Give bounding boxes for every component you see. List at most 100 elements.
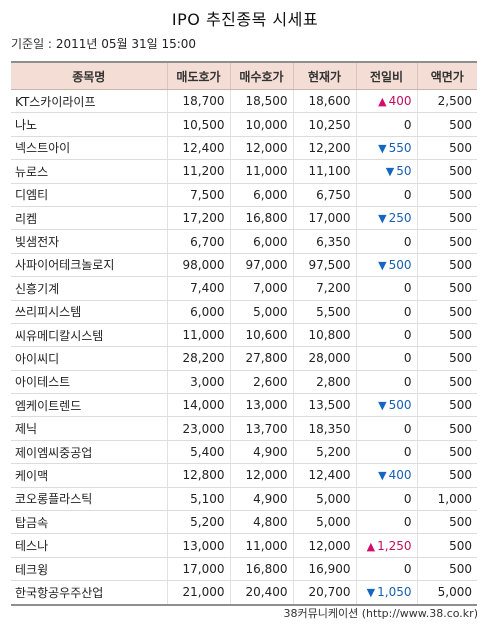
change-value: 0 <box>403 304 412 319</box>
ask-price-cell: 6,700 <box>166 229 230 254</box>
header-par-value: 액면가 <box>416 61 477 90</box>
ask-price-cell: 5,400 <box>166 440 230 465</box>
change-value: 250 <box>388 211 412 226</box>
par-value-cell: 500 <box>416 370 477 395</box>
par-value-cell: 500 <box>416 323 477 348</box>
change-cell: ▲ 400 <box>355 89 417 114</box>
change-value: 1,250 <box>377 538 412 553</box>
ask-price-cell: 17,000 <box>166 557 230 582</box>
change-value: 1,050 <box>377 585 412 600</box>
bid-price-cell: 13,700 <box>229 416 293 441</box>
up-arrow-icon: ▲ <box>366 539 376 553</box>
current-price-cell: 17,000 <box>292 206 356 231</box>
change-cell: ▼ 400 <box>355 463 417 488</box>
change-cell: 0 <box>355 370 417 395</box>
change-value: 0 <box>403 281 412 296</box>
bid-price-cell: 12,000 <box>229 463 293 488</box>
ask-price-cell: 10,500 <box>166 112 230 137</box>
table-row: 신흥기계 7,400 7,000 7,200 0 500 <box>11 276 477 301</box>
ask-price-cell: 5,200 <box>166 510 230 535</box>
ask-price-cell: 13,000 <box>166 533 230 558</box>
par-value-cell: 500 <box>416 463 477 488</box>
change-cell: ▼ 1,050 <box>355 580 417 606</box>
stock-name-cell: 코오롱플라스틱 <box>11 487 167 512</box>
table-row: 테스나 13,000 11,000 12,000 ▲ 1,250 500 <box>11 533 477 558</box>
change-cell: 0 <box>355 440 417 465</box>
change-cell: 0 <box>355 346 417 371</box>
change-cell: ▲ 1,250 <box>355 533 417 558</box>
change-value: 400 <box>388 94 412 109</box>
par-value-cell: 500 <box>416 159 477 184</box>
bid-price-cell: 11,000 <box>229 533 293 558</box>
current-price-cell: 10,800 <box>292 323 356 348</box>
stock-name-cell: 제이엠씨중공업 <box>11 440 167 465</box>
change-value: 50 <box>396 164 412 179</box>
stock-name-cell: 넥스트아이 <box>11 136 167 161</box>
table-row: 엠케이트렌드 14,000 13,000 13,500 ▼ 500 500 <box>11 393 477 418</box>
current-price-cell: 20,700 <box>292 580 356 606</box>
ask-price-cell: 11,000 <box>166 323 230 348</box>
table-row: 아이테스트 3,000 2,600 2,800 0 500 <box>11 370 477 395</box>
stock-name-cell: 탑금속 <box>11 510 167 535</box>
ask-price-cell: 21,000 <box>166 580 230 606</box>
table-row: 뉴로스 11,200 11,000 11,100 ▼ 50 500 <box>11 159 477 184</box>
current-price-cell: 7,200 <box>292 276 356 301</box>
base-date-value: 2011년 05월 31일 15:00 <box>55 37 197 51</box>
bid-price-cell: 16,800 <box>229 557 293 582</box>
down-arrow-icon: ▼ <box>366 586 376 600</box>
bid-price-cell: 4,900 <box>229 487 293 512</box>
change-value: 0 <box>403 491 412 506</box>
bid-price-cell: 12,000 <box>229 136 293 161</box>
stock-name-cell: 엠케이트렌드 <box>11 393 167 418</box>
change-cell: ▼ 50 <box>355 159 417 184</box>
table-row: 디엠티 7,500 6,000 6,750 0 500 <box>11 183 477 207</box>
table-row: 케이맥 12,800 12,000 12,400 ▼ 400 500 <box>11 463 477 488</box>
table-row: 테크윙 17,000 16,800 16,900 0 500 <box>11 557 477 582</box>
current-price-cell: 5,500 <box>292 300 356 324</box>
bid-price-cell: 6,000 <box>229 229 293 254</box>
header-stock-name: 종목명 <box>11 61 167 90</box>
change-cell: ▼ 550 <box>355 136 417 161</box>
source-credit: 38커뮤니케이션 (http://www.38.co.kr) <box>283 607 478 620</box>
par-value-cell: 500 <box>416 557 477 582</box>
change-cell: ▼ 500 <box>355 253 417 278</box>
header-current-price: 현재가 <box>292 61 356 90</box>
table-row: 쓰리피시스템 6,000 5,000 5,500 0 500 <box>11 300 477 324</box>
ask-price-cell: 17,200 <box>166 206 230 231</box>
down-arrow-icon: ▼ <box>385 165 395 179</box>
change-value: 0 <box>403 562 412 576</box>
change-cell: ▼ 250 <box>355 206 417 231</box>
stock-name-cell: 신흥기계 <box>11 276 167 301</box>
change-value: 0 <box>403 351 412 366</box>
current-price-cell: 5,200 <box>292 440 356 465</box>
ask-price-cell: 98,000 <box>166 253 230 278</box>
bid-price-cell: 13,000 <box>229 393 293 418</box>
ask-price-cell: 5,100 <box>166 487 230 512</box>
ask-price-cell: 23,000 <box>166 416 230 441</box>
change-value: 500 <box>388 398 412 413</box>
table-row: 리켐 17,200 16,800 17,000 ▼ 250 500 <box>11 206 477 231</box>
current-price-cell: 6,350 <box>292 229 356 254</box>
ask-price-cell: 7,500 <box>166 183 230 207</box>
down-arrow-icon: ▼ <box>378 399 387 413</box>
change-value: 0 <box>403 328 412 343</box>
table-row: 코오롱플라스틱 5,100 4,900 5,000 0 1,000 <box>11 487 477 512</box>
bid-price-cell: 2,600 <box>229 370 293 395</box>
current-price-cell: 13,500 <box>292 393 356 418</box>
table-row: 씨유메디칼시스템 11,000 10,600 10,800 0 500 <box>11 323 477 348</box>
par-value-cell: 500 <box>416 416 477 441</box>
table-row: 나노 10,500 10,000 10,250 0 500 <box>11 112 477 137</box>
change-cell: 0 <box>355 487 417 512</box>
current-price-cell: 12,400 <box>292 463 356 488</box>
current-price-cell: 5,000 <box>292 510 356 535</box>
par-value-cell: 5,000 <box>416 580 477 606</box>
stock-name-cell: 나노 <box>11 112 167 137</box>
ask-price-cell: 11,200 <box>166 159 230 184</box>
down-arrow-icon: ▼ <box>378 469 387 483</box>
change-value: 0 <box>403 187 412 202</box>
change-value: 0 <box>403 445 412 460</box>
ask-price-cell: 6,000 <box>166 300 230 324</box>
change-cell: 0 <box>355 276 417 301</box>
down-arrow-icon: ▼ <box>378 258 387 272</box>
current-price-cell: 18,350 <box>292 416 356 441</box>
